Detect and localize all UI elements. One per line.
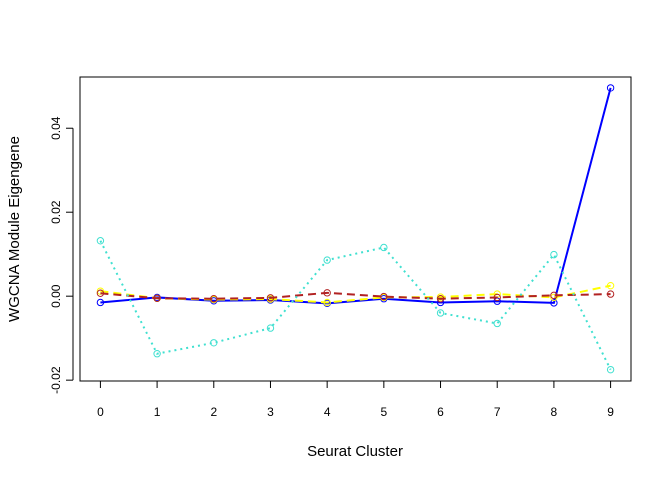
x-tick-label: 6 (437, 405, 444, 419)
data-point (96, 289, 105, 297)
y-tick-label: 0.00 (49, 284, 63, 308)
data-point (96, 298, 105, 307)
data-point (606, 281, 615, 290)
data-point (210, 295, 218, 303)
y-tick-label: 0.04 (49, 116, 63, 140)
x-tick-label: 8 (551, 405, 558, 419)
data-point (96, 287, 105, 295)
data-point (96, 237, 105, 245)
data-point (550, 291, 558, 300)
data-point (436, 295, 445, 303)
series-line (100, 291, 611, 300)
data-point (606, 365, 615, 374)
y-axis-title: WGCNA Module Eigengene (6, 136, 23, 322)
plot-frame (79, 76, 632, 382)
x-tick-label: 4 (324, 405, 331, 419)
x-tick-label: 1 (154, 405, 161, 419)
data-point (606, 84, 615, 92)
data-point (550, 250, 558, 259)
data-point (153, 350, 161, 358)
series-layer (96, 84, 615, 374)
x-tick-label: 9 (607, 405, 614, 419)
data-point (550, 293, 558, 302)
series-group (96, 289, 615, 303)
x-tick-label: 5 (380, 405, 387, 419)
x-axis: 0 1 2 3 4 5 6 7 8 9 (97, 380, 614, 419)
data-point (606, 290, 615, 298)
series-line (100, 87, 612, 305)
series-line (100, 284, 611, 304)
series-group (96, 237, 615, 374)
data-point (493, 293, 501, 302)
data-point (380, 292, 388, 301)
series-line (99, 240, 612, 371)
data-point (380, 243, 388, 252)
x-axis-title: Seurat Cluster (307, 443, 403, 460)
data-point (323, 289, 331, 297)
x-tick-label: 7 (494, 405, 501, 419)
series-group (96, 84, 615, 308)
data-point (323, 298, 331, 307)
data-point (266, 294, 275, 302)
y-tick-label: -0.02 (49, 366, 63, 394)
x-tick-label: 0 (97, 405, 104, 419)
data-point (153, 294, 161, 302)
data-point (436, 309, 445, 317)
data-point (266, 324, 275, 332)
data-point (493, 319, 501, 328)
y-tick-label: 0.02 (49, 200, 63, 224)
y-axis: -0.02 0.00 0.02 0.04 (49, 116, 74, 394)
data-point (210, 339, 218, 347)
x-tick-label: 2 (210, 405, 217, 419)
data-point (323, 256, 331, 264)
data-point (550, 299, 558, 307)
x-tick-label: 3 (267, 405, 274, 419)
